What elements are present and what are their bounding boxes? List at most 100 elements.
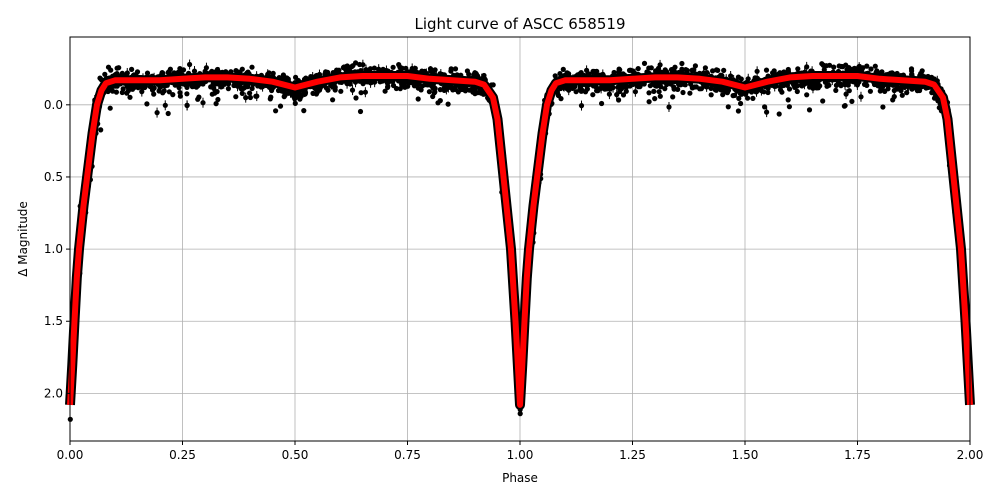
data-point bbox=[582, 89, 589, 95]
data-point bbox=[806, 107, 813, 113]
data-point bbox=[771, 71, 777, 77]
data-point bbox=[824, 83, 830, 89]
data-point bbox=[708, 92, 714, 98]
data-point bbox=[390, 64, 396, 70]
data-point bbox=[338, 88, 344, 94]
data-point bbox=[683, 67, 689, 73]
data-point bbox=[184, 91, 190, 97]
data-point bbox=[452, 66, 459, 72]
data-point bbox=[247, 94, 253, 101]
data-point bbox=[411, 83, 417, 89]
data-point bbox=[646, 99, 652, 105]
data-point bbox=[517, 411, 523, 417]
data-point bbox=[213, 101, 219, 107]
data-point bbox=[120, 86, 126, 92]
data-point bbox=[721, 67, 727, 73]
data-point bbox=[804, 64, 810, 70]
data-point bbox=[662, 86, 668, 92]
data-point bbox=[151, 91, 157, 97]
data-point bbox=[736, 95, 742, 101]
data-point bbox=[692, 63, 699, 69]
data-point bbox=[745, 95, 751, 101]
data-point bbox=[817, 83, 823, 89]
data-point bbox=[458, 86, 465, 93]
data-point bbox=[560, 66, 566, 72]
data-point bbox=[393, 85, 399, 92]
data-point bbox=[191, 68, 198, 74]
data-point bbox=[98, 127, 104, 133]
data-point bbox=[268, 94, 274, 100]
data-point bbox=[557, 71, 563, 77]
data-point bbox=[785, 66, 791, 73]
data-point bbox=[437, 98, 443, 104]
data-point bbox=[330, 83, 336, 89]
data-point bbox=[765, 89, 771, 96]
data-point bbox=[691, 67, 697, 73]
data-point bbox=[614, 92, 620, 98]
data-point bbox=[877, 83, 883, 89]
chart-title: Light curve of ASCC 658519 bbox=[415, 15, 626, 33]
data-point bbox=[846, 88, 852, 94]
data-point bbox=[310, 90, 316, 96]
data-point bbox=[651, 88, 657, 94]
data-point bbox=[437, 87, 443, 93]
data-point bbox=[450, 87, 456, 93]
data-point bbox=[666, 104, 672, 110]
y-tick-label: 0.0 bbox=[44, 98, 63, 112]
data-point bbox=[129, 66, 135, 72]
x-axis-label: Phase bbox=[502, 471, 538, 485]
data-point bbox=[159, 70, 165, 76]
data-point bbox=[668, 81, 674, 87]
x-tick-label: 0.00 bbox=[57, 448, 84, 462]
data-point bbox=[552, 73, 558, 79]
data-point bbox=[239, 90, 245, 96]
data-point bbox=[931, 95, 938, 101]
data-point bbox=[177, 93, 183, 99]
data-point bbox=[200, 100, 206, 106]
data-point bbox=[627, 83, 633, 89]
y-tick-label: 1.0 bbox=[44, 242, 63, 256]
data-point bbox=[445, 101, 451, 107]
y-axis-label: Δ Magnitude bbox=[16, 201, 30, 277]
data-point bbox=[336, 67, 342, 73]
data-point bbox=[616, 97, 622, 103]
data-point bbox=[323, 85, 329, 91]
data-point bbox=[243, 95, 249, 101]
data-point bbox=[849, 98, 855, 104]
data-point bbox=[215, 96, 221, 103]
data-point bbox=[831, 64, 837, 70]
data-point bbox=[279, 88, 285, 94]
y-tick-label: 2.0 bbox=[44, 386, 63, 400]
x-tick-label: 1.00 bbox=[507, 448, 534, 462]
data-point bbox=[357, 108, 364, 115]
data-point bbox=[728, 73, 734, 79]
data-point bbox=[170, 92, 176, 98]
data-point bbox=[843, 91, 849, 97]
x-tick-label: 0.25 bbox=[169, 448, 196, 462]
data-point bbox=[891, 94, 897, 100]
data-point bbox=[154, 110, 160, 116]
data-point bbox=[763, 67, 770, 73]
data-point bbox=[725, 104, 731, 110]
data-point bbox=[114, 65, 120, 71]
data-point bbox=[347, 81, 353, 87]
data-point bbox=[432, 67, 438, 73]
data-point bbox=[281, 94, 287, 100]
data-point bbox=[360, 62, 366, 68]
data-point bbox=[590, 69, 596, 75]
data-point bbox=[864, 63, 870, 69]
data-point bbox=[823, 63, 830, 69]
data-point bbox=[599, 100, 605, 107]
data-point bbox=[897, 85, 903, 91]
data-point bbox=[738, 100, 744, 107]
data-point bbox=[880, 104, 886, 110]
data-point bbox=[872, 63, 878, 69]
x-axis: 0.00 0.25 0.50 0.75 1.00 1.25 1.50 1.75 2.00 bbox=[57, 441, 983, 462]
data-point bbox=[270, 70, 276, 76]
data-point bbox=[157, 84, 164, 90]
data-point bbox=[265, 71, 271, 77]
data-point bbox=[102, 71, 108, 77]
data-point bbox=[292, 100, 298, 106]
data-point bbox=[380, 66, 386, 72]
